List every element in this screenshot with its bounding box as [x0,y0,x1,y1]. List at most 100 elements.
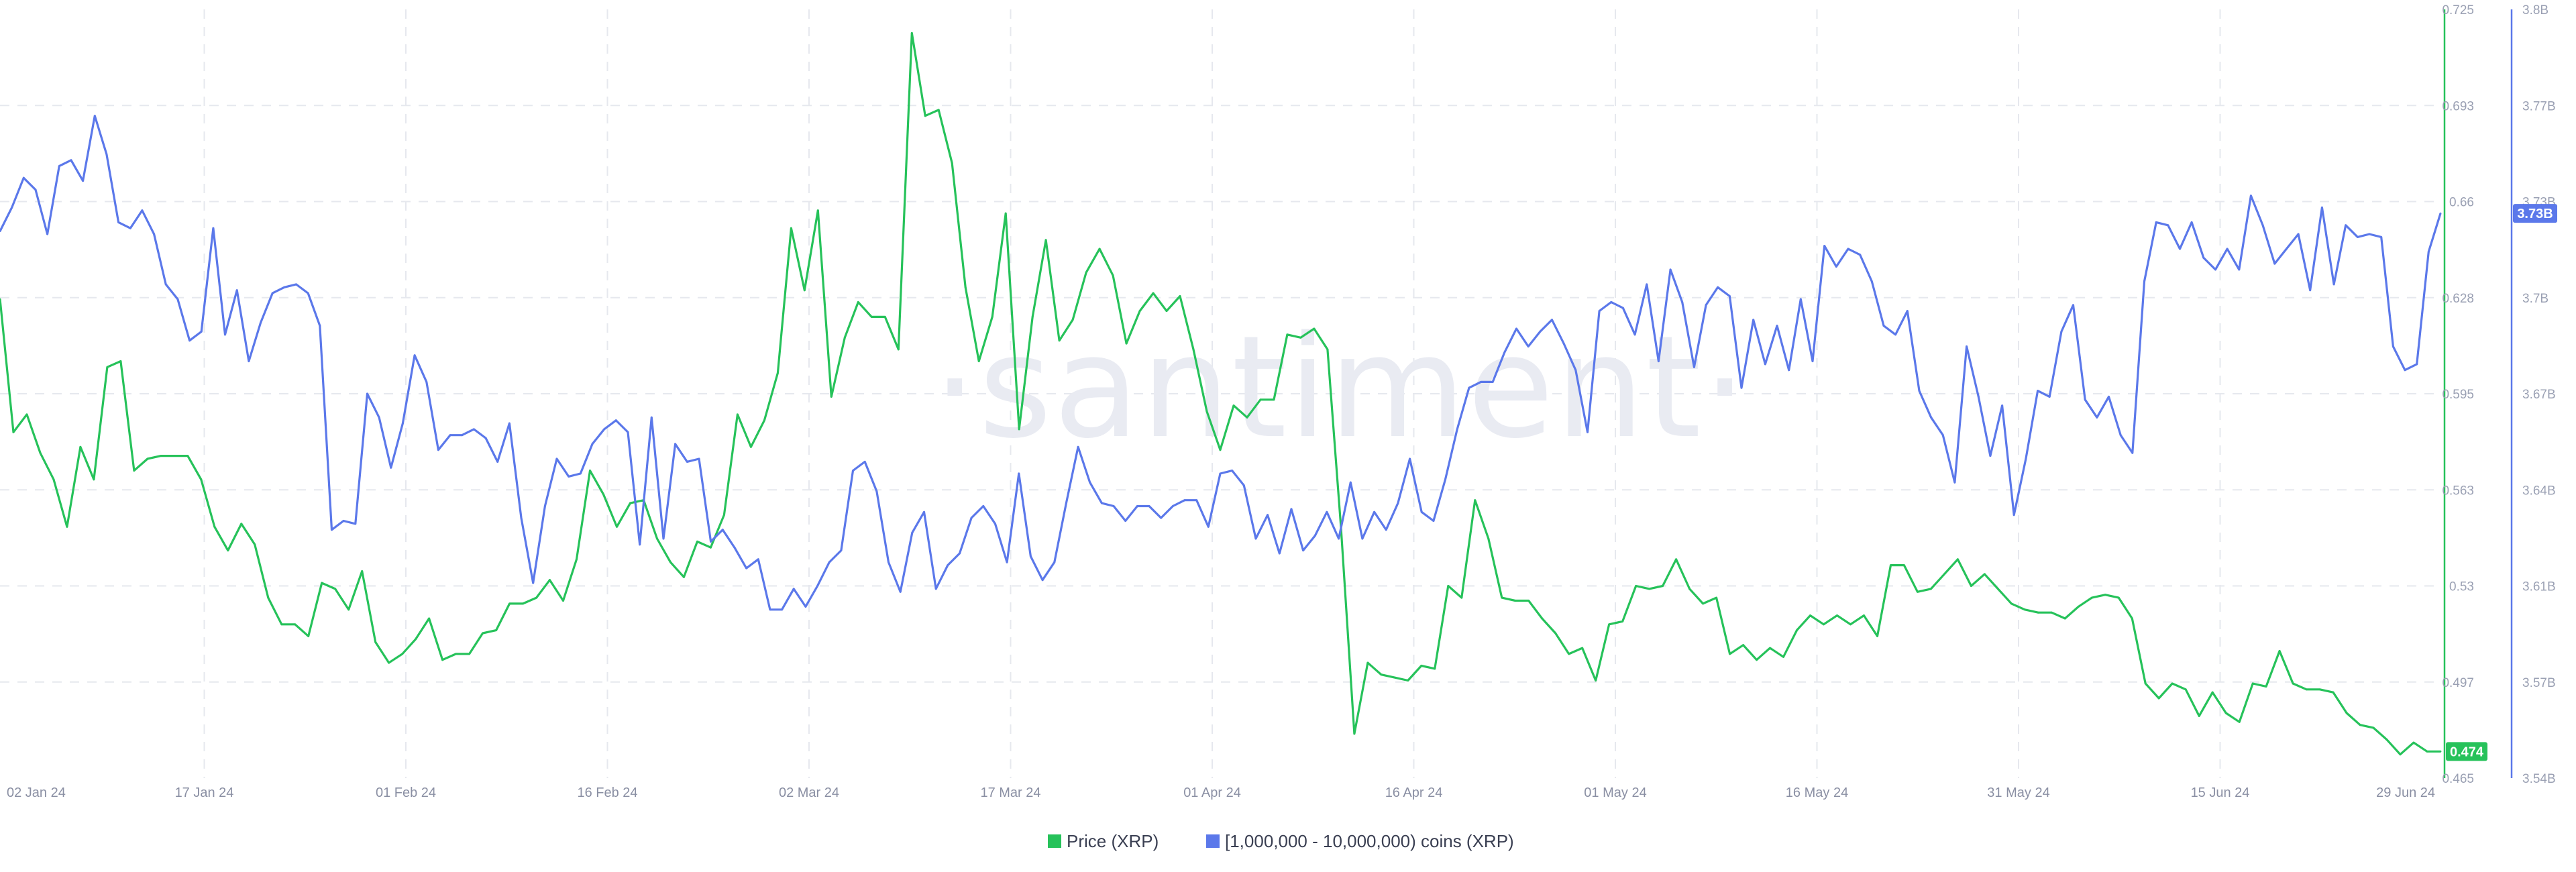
holders-point [639,543,641,546]
holders-point [614,419,617,422]
price-point [737,413,739,416]
price-tick-label: 0.563 [2442,484,2474,498]
price-point [254,543,256,546]
price-point [240,523,243,525]
holders-point [1302,549,1304,551]
holders-point [1030,555,1032,557]
holders-point [888,561,890,563]
price-point [1675,558,1678,561]
holders-point [1018,472,1020,475]
price-point [1434,667,1436,670]
price-point [1782,655,1784,658]
holders-point [1231,470,1234,472]
holders-point [1267,514,1269,516]
holders-point [1432,520,1435,522]
price-point [2184,688,2187,691]
holders-point [342,520,345,522]
price-point [1098,248,1101,250]
price-point [857,301,859,303]
price-point [1286,333,1289,336]
holders-point [425,381,428,383]
price-point [1729,653,1731,655]
price-point [2251,682,2254,685]
holders-point [271,292,274,294]
holders-point [2261,224,2264,227]
holders-point [603,428,606,431]
legend-swatch [1048,834,1061,848]
price-point [2010,602,2012,605]
holders-point [899,590,902,593]
holders-point [2273,262,2276,265]
price-point [1568,653,1570,655]
price-point [79,445,82,448]
holders-point [710,541,712,543]
price-point [1836,614,1838,616]
holders-point [105,153,108,156]
price-point [1635,585,1638,587]
holders-point [1313,535,1316,537]
holders-point [224,333,226,336]
price-point [897,348,900,351]
holders-point [650,416,653,419]
price-point [1366,661,1369,664]
holders-point [947,564,949,566]
holders-point [413,354,416,357]
price-point [562,600,564,602]
holders-point [840,549,843,551]
price-point [1541,617,1544,620]
holders-point [1254,537,1257,540]
holders-point [1468,386,1470,389]
holders-point [2321,206,2323,209]
holders-point [591,443,594,445]
price-point [1474,499,1477,502]
price-point [12,431,15,433]
price-point [803,289,806,292]
price-point [2372,726,2375,729]
price-point [1487,537,1490,540]
price-point [2439,750,2442,753]
price-point [1943,573,1945,576]
price-point [200,478,203,481]
holders-point [200,331,203,333]
holders-point [698,457,700,460]
price-point [1179,295,1181,297]
price-point [1876,635,1878,637]
holders-axis: 3.8B3.77B3.73B3.7B3.67B3.64B3.61B3.57B3.… [2522,3,2556,786]
holders-point [1444,478,1446,481]
holders-point [461,434,464,437]
holders-point [1420,510,1423,513]
holders-point [781,608,783,611]
holders-point [2368,233,2371,235]
price-point [106,366,109,368]
price-point [1071,319,1074,321]
holders-current-badge [2513,204,2557,223]
holders-point [117,221,120,223]
holders-point [1894,333,1897,336]
price-point [508,602,511,605]
holders-point [11,206,13,209]
x-tick-label: 02 Mar 24 [779,785,839,800]
price-point [2171,682,2174,685]
holders-point [1338,537,1340,540]
holders-point [2427,251,2430,253]
holders-point [129,227,131,229]
holders-point [662,537,665,540]
price-point [133,470,136,472]
price-point [388,661,390,664]
price-point [1326,348,1329,351]
holders-point [627,431,629,433]
holders-point [579,472,582,475]
holders-tick-label: 3.7B [2522,292,2548,306]
holders-point [1562,342,1565,345]
holders-point [1799,298,1802,301]
price-point [2211,691,2214,694]
holders-point [1503,351,1506,353]
x-tick-label: 31 May 24 [1987,785,2049,800]
price-point [1420,665,1423,667]
holders-point [1622,307,1624,309]
price-point [1984,573,1986,576]
price-point [830,396,833,398]
holders-point [686,461,688,463]
holders-tick-label: 3.64B [2522,484,2556,498]
holders-point [2332,283,2335,286]
